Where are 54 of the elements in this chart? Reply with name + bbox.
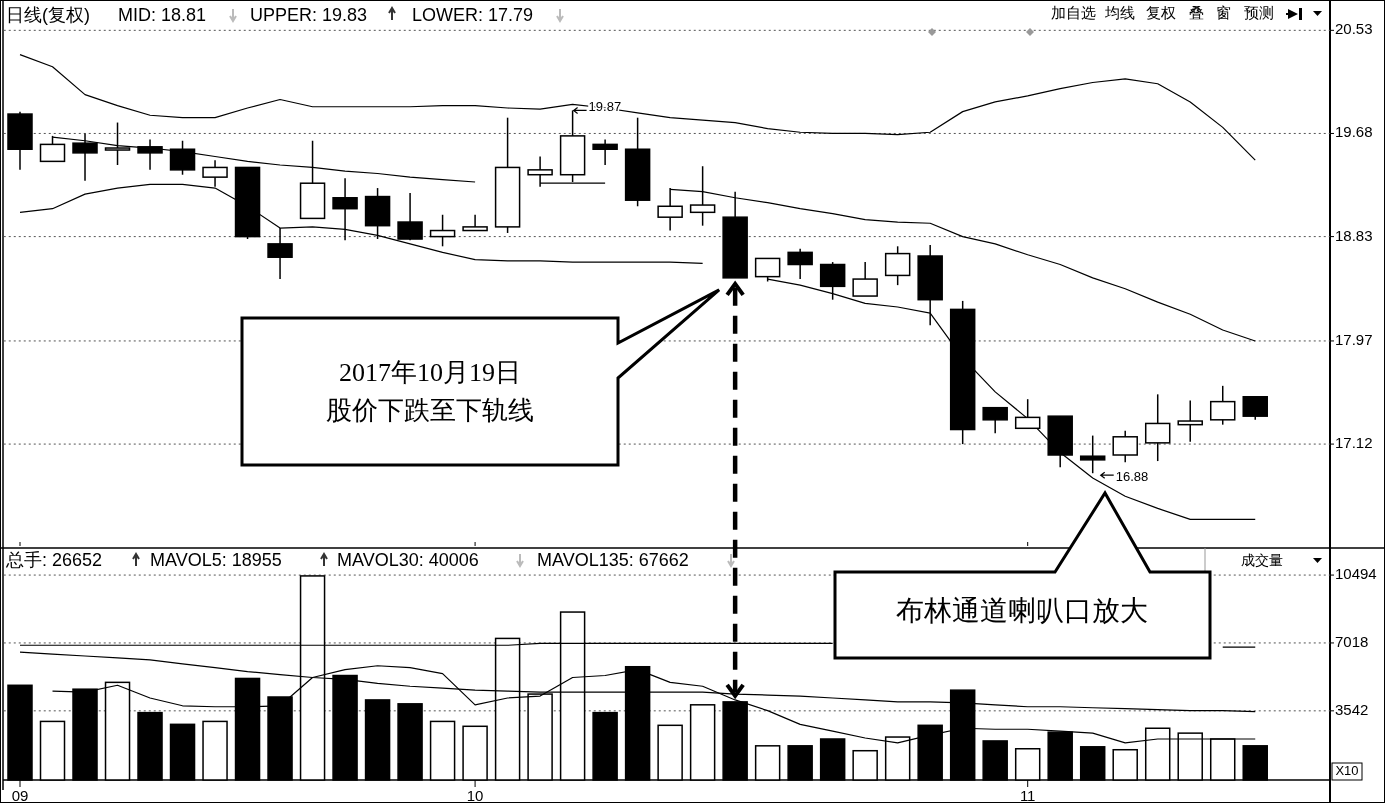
candlestick — [267, 227, 293, 280]
candlestick — [527, 155, 553, 188]
y-tick-label: 17.12 — [1335, 434, 1373, 452]
candlestick — [1112, 429, 1138, 464]
annotation: 股价下跌至下轨线 — [326, 395, 534, 425]
candlestick — [1209, 385, 1236, 426]
text: X10 — [1335, 763, 1359, 779]
candlestick — [462, 214, 488, 232]
annotation: 16.88 — [1115, 468, 1149, 484]
annotation: 2017年10月19日 — [339, 357, 521, 387]
x-tick-label: 09 — [11, 786, 29, 804]
annotation: LOWER: 17.79 — [412, 4, 534, 25]
candlestick — [884, 245, 911, 286]
candlestick — [852, 261, 878, 297]
annotation: 预测 — [1244, 3, 1274, 21]
annotation: 总手: 26652 — [5, 549, 103, 570]
candlestick — [787, 247, 813, 280]
candlestick — [1177, 399, 1203, 443]
y-tick-label: 7018 — [1335, 632, 1369, 650]
annotation: 日线(复权) — [6, 4, 90, 25]
annotation: 窗 — [1215, 3, 1231, 21]
candlestick — [429, 214, 456, 248]
y-tick-label: 18.83 — [1335, 226, 1373, 244]
candlestick — [1079, 434, 1106, 474]
x-tick-label: 11 — [1019, 786, 1036, 804]
annotation: UPPER: 19.83 — [250, 4, 368, 25]
annotation: 均线 — [1104, 3, 1135, 21]
y-tick-label: 10494 — [1335, 565, 1377, 583]
annotation: MAVOL30: 40006 — [337, 549, 479, 570]
line-series — [19, 54, 1256, 161]
y-tick-label: 19.68 — [1335, 123, 1373, 141]
annotation: MAVOL135: 67662 — [537, 549, 689, 570]
y-tick-label: 17.97 — [1335, 330, 1373, 348]
candlestick — [397, 192, 423, 241]
annotation: 布林通道喇叭口放大 — [896, 595, 1148, 627]
candlestick — [754, 257, 781, 283]
candlestick — [1242, 396, 1268, 421]
y-tick-label: 20.53 — [1335, 20, 1373, 38]
x-tick-label: 10 — [466, 786, 484, 804]
candlestick — [657, 187, 683, 232]
y-tick-label: 3542 — [1335, 700, 1369, 718]
candlestick — [982, 406, 1008, 434]
candlestick — [1144, 393, 1171, 462]
annotation: 成交量 — [1241, 551, 1283, 568]
candlestick — [169, 140, 196, 176]
candlestick — [819, 261, 846, 301]
candlestick — [592, 138, 618, 166]
annotation: MAVOL5: 18955 — [150, 549, 282, 570]
candlestick — [1014, 398, 1041, 430]
annotation: 加自选 — [1050, 3, 1096, 21]
annotation: MID: 18.81 — [118, 4, 207, 25]
annotation: 复权 — [1146, 3, 1176, 21]
candlestick — [689, 165, 716, 227]
annotation: 叠 — [1188, 3, 1204, 21]
